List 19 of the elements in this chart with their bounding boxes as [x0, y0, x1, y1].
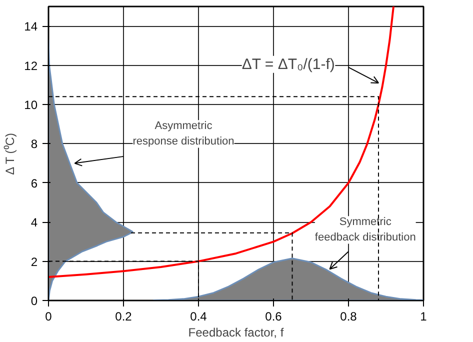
annotation: Asymmetric response distribution	[132, 120, 234, 148]
y-axis-title: Δ T (⁰C)	[3, 133, 18, 175]
y-tick-label: 2	[30, 254, 38, 269]
x-tick-label: 0.4	[190, 310, 208, 324]
annotation: ΔT = ΔT₀/(1-f)	[242, 56, 335, 73]
y-tick-label: 12	[24, 58, 38, 73]
y-tick-label: 10	[24, 98, 38, 112]
x-tick-label: 1	[420, 310, 428, 324]
y-tick-label: 8	[30, 137, 38, 152]
x-tick-label: 0	[45, 310, 52, 324]
y-tick-label: 0	[30, 294, 38, 308]
x-axis-title: Feedback factor, f	[188, 326, 284, 340]
y-tick-label: 14	[24, 20, 38, 34]
x-tick-label: 0.2	[115, 310, 132, 324]
x-tick-label: 0.6	[265, 310, 282, 324]
y-tick-label: 6	[30, 176, 38, 190]
x-tick-label: 0.8	[340, 310, 358, 324]
annotation: Symmetric feedback distribution	[314, 216, 416, 244]
y-tick-label: 4	[30, 216, 38, 230]
